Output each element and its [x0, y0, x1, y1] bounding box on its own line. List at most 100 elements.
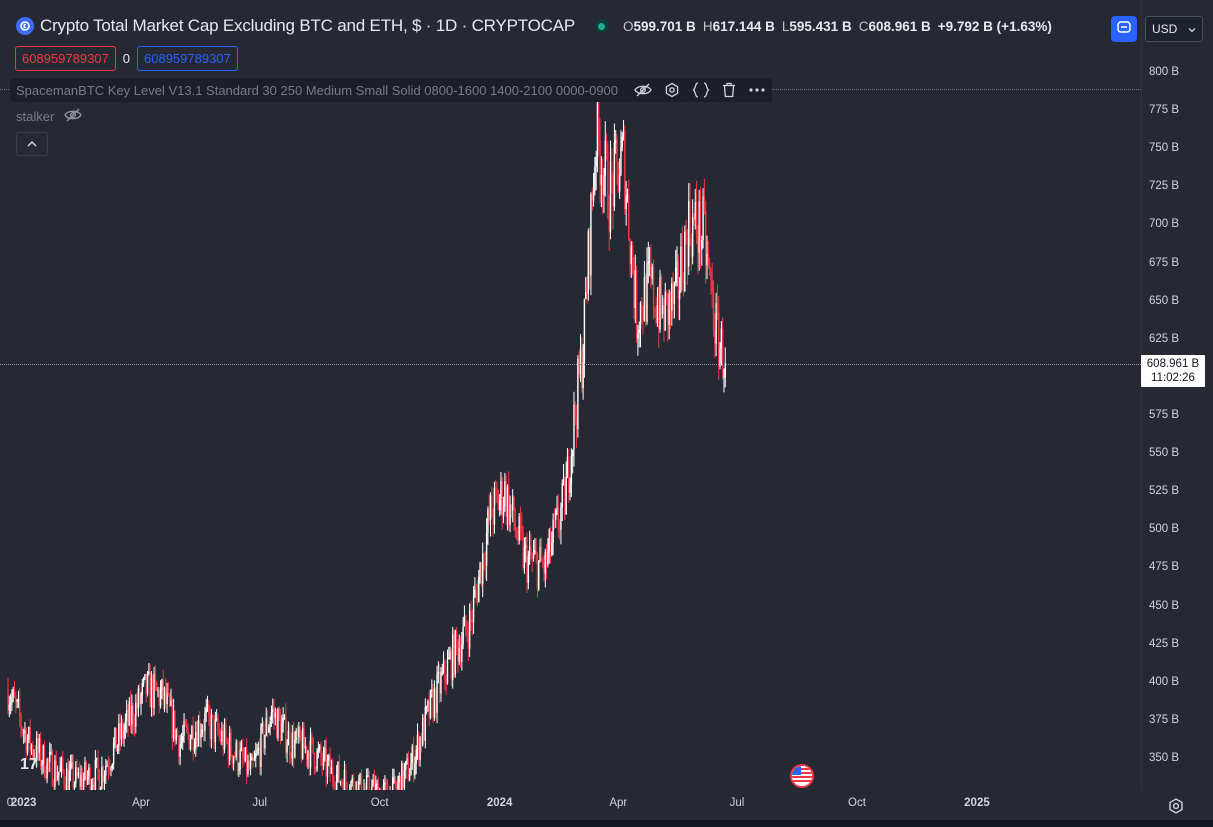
down-candle-body — [312, 737, 314, 754]
up-candle-body — [251, 756, 253, 761]
up-candle-body — [523, 547, 526, 568]
price-axis[interactable]: 800 B 775 B 750 B 725 B 700 B 675 B 650 B 625 B… — [1141, 0, 1213, 790]
compare-button[interactable] — [1111, 16, 1137, 42]
up-candle-body — [257, 748, 260, 751]
red-value-box: 608959789307 — [15, 46, 116, 71]
up-candle-body — [590, 194, 592, 276]
up-candle-body — [518, 516, 520, 541]
chart-area[interactable] — [0, 0, 1141, 790]
down-candle-body — [325, 748, 327, 777]
time-axis[interactable]: 0 2023 Apr Jul Oct 2024 Apr Jul Oct 2025 — [0, 790, 1141, 827]
high-label: H — [702, 18, 713, 34]
time-tick: 0 — [6, 797, 14, 809]
us-event-flag-icon[interactable] — [790, 764, 814, 788]
down-candle-body — [496, 489, 498, 495]
down-candle-body — [575, 418, 578, 430]
up-candle-body — [398, 775, 400, 783]
price-tick: 475 B — [1149, 561, 1180, 574]
up-candle-body — [73, 783, 76, 789]
down-candle-body — [685, 231, 687, 238]
up-candle-body — [405, 761, 407, 770]
axis-settings-button[interactable] — [1166, 796, 1186, 816]
down-candle-body — [171, 700, 174, 739]
up-candle-body — [131, 706, 133, 725]
up-candle-body — [58, 771, 60, 776]
down-candle-body — [457, 642, 459, 662]
settings-gear-icon[interactable] — [664, 82, 680, 98]
down-candle-body — [616, 140, 618, 162]
chart-legend[interactable]: Crypto Total Market Cap Excluding BTC an… — [16, 16, 1052, 36]
down-candle-body — [655, 312, 657, 323]
down-candle-body — [658, 305, 660, 330]
indicator-inputs: 608959789307 0 608959789307 — [15, 46, 238, 71]
up-candle-body — [371, 786, 373, 790]
up-candle-body — [142, 678, 145, 684]
up-candle-body — [283, 714, 286, 718]
up-candle-body — [163, 687, 166, 701]
indicator-legend[interactable]: SpacemanBTC Key Level V13.1 Standard 30 … — [10, 78, 773, 102]
down-candle-body — [515, 530, 518, 539]
down-candle-body — [21, 727, 24, 733]
source-code-icon[interactable] — [692, 82, 710, 98]
up-candle-body — [316, 750, 318, 770]
up-candle-body — [587, 231, 590, 294]
up-candle-body — [26, 739, 29, 754]
up-candle-body — [157, 689, 159, 691]
up-candle-body — [298, 727, 300, 738]
down-candle-body — [605, 140, 608, 152]
up-candle-body — [150, 678, 153, 708]
up-candle-body — [255, 753, 257, 759]
stalker-label[interactable]: stalker — [16, 109, 55, 124]
more-options-icon[interactable] — [748, 87, 766, 93]
hide-eye-icon[interactable] — [64, 108, 83, 125]
down-candle-body — [230, 733, 232, 755]
open-label: O — [622, 18, 634, 34]
hide-eye-icon[interactable] — [634, 83, 652, 97]
down-candle-body — [708, 260, 711, 271]
down-candle-body — [703, 196, 706, 211]
up-candle-body — [8, 704, 11, 711]
up-candle-body — [118, 723, 120, 746]
down-candle-body — [89, 767, 91, 790]
up-candle-body — [442, 660, 445, 672]
up-candle-body — [92, 785, 94, 787]
down-candle-body — [373, 779, 376, 790]
down-candle-body — [226, 739, 228, 742]
up-candle-body — [264, 735, 266, 749]
down-candle-body — [97, 757, 99, 771]
down-candle-body — [192, 726, 194, 751]
up-candle-body — [382, 784, 385, 790]
down-candle-body — [213, 715, 215, 743]
market-status-icon[interactable] — [594, 19, 609, 33]
down-candle-body — [72, 762, 74, 789]
up-candle-body — [128, 701, 130, 726]
down-candle-body — [234, 756, 236, 758]
up-candle-body — [393, 776, 395, 778]
down-candle-body — [342, 783, 344, 790]
up-candle-body — [691, 216, 694, 257]
collapse-legend-button[interactable] — [16, 132, 48, 156]
up-candle-body — [330, 766, 333, 774]
down-candle-body — [611, 161, 613, 176]
delete-trash-icon[interactable] — [722, 82, 736, 98]
down-candle-body — [167, 692, 170, 695]
down-candle-body — [540, 546, 543, 562]
price-tick: 700 B — [1149, 218, 1180, 231]
down-candle-body — [695, 202, 698, 237]
symbol-title[interactable]: Crypto Total Market Cap Excluding BTC an… — [40, 16, 575, 35]
down-candle-body — [341, 781, 343, 784]
up-candle-body — [489, 494, 492, 521]
up-candle-body — [618, 174, 621, 192]
up-candle-body — [228, 733, 231, 761]
down-candle-body — [63, 771, 65, 785]
up-candle-body — [676, 260, 678, 268]
indicator-name[interactable]: SpacemanBTC Key Level V13.1 Standard 30 … — [16, 82, 619, 98]
stalker-legend[interactable]: stalker — [16, 108, 83, 125]
up-candle-body — [355, 781, 357, 790]
tradingview-logo[interactable]: 17 — [20, 756, 38, 773]
down-candle-body — [488, 509, 490, 521]
currency-select[interactable]: USD — [1145, 16, 1203, 42]
down-candle-body — [635, 270, 638, 339]
zero-value: 0 — [122, 51, 130, 66]
down-candle-body — [285, 714, 287, 753]
